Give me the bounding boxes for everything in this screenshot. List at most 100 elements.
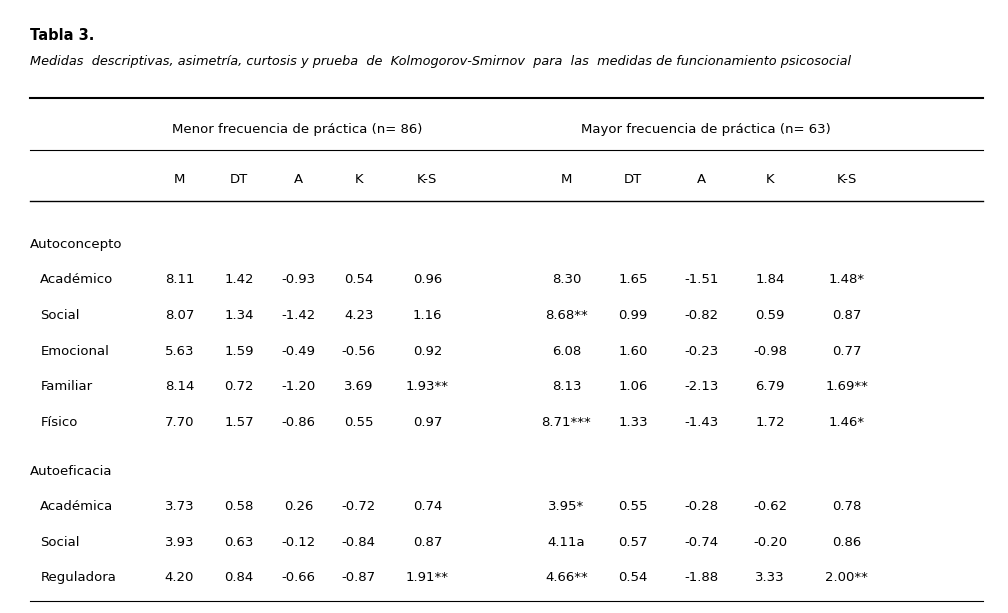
Text: 1.84: 1.84 [755,273,785,286]
Text: Menor frecuencia de práctica (n= 86): Menor frecuencia de práctica (n= 86) [172,123,422,135]
Text: 0.92: 0.92 [412,345,443,357]
Text: K-S: K-S [417,173,437,186]
Text: 0.54: 0.54 [344,273,374,286]
Text: Reguladora: Reguladora [40,571,116,584]
Text: 0.72: 0.72 [224,380,254,393]
Text: -0.87: -0.87 [342,571,376,584]
Text: 0.63: 0.63 [224,536,254,549]
Text: 1.42: 1.42 [224,273,254,286]
Text: -0.56: -0.56 [342,345,376,357]
Text: -0.74: -0.74 [684,536,719,549]
Text: -0.86: -0.86 [281,416,316,428]
Text: Familiar: Familiar [40,380,93,393]
Text: M: M [173,173,185,186]
Text: K: K [355,173,363,186]
Text: -0.72: -0.72 [342,500,376,513]
Text: 0.58: 0.58 [224,500,254,513]
Text: 1.65: 1.65 [618,273,648,286]
Text: 0.78: 0.78 [832,500,862,513]
Text: Social: Social [40,536,80,549]
Text: -0.82: -0.82 [684,309,719,322]
Text: 8.30: 8.30 [551,273,582,286]
Text: Medidas  descriptivas, asimetría, curtosis y prueba  de  Kolmogorov-Smirnov  par: Medidas descriptivas, asimetría, curtosi… [30,55,852,68]
Text: 0.54: 0.54 [618,571,648,584]
Text: 0.74: 0.74 [412,500,443,513]
Text: 8.11: 8.11 [164,273,195,286]
Text: 1.72: 1.72 [755,416,785,428]
Text: A: A [293,173,303,186]
Text: -0.20: -0.20 [753,536,787,549]
Text: -0.98: -0.98 [753,345,787,357]
Text: Mayor frecuencia de práctica (n= 63): Mayor frecuencia de práctica (n= 63) [581,123,831,135]
Text: 3.93: 3.93 [164,536,195,549]
Text: 0.87: 0.87 [832,309,862,322]
Text: 8.07: 8.07 [164,309,195,322]
Text: 3.69: 3.69 [344,380,374,393]
Text: 1.91**: 1.91** [406,571,449,584]
Text: 5.63: 5.63 [164,345,195,357]
Text: 0.99: 0.99 [618,309,648,322]
Text: 1.48*: 1.48* [829,273,865,286]
Text: 0.77: 0.77 [832,345,862,357]
Text: -0.66: -0.66 [281,571,316,584]
Text: Académica: Académica [40,500,114,513]
Text: 0.55: 0.55 [618,500,648,513]
Text: -0.12: -0.12 [281,536,316,549]
Text: DT: DT [230,173,248,186]
Text: 4.66**: 4.66** [545,571,588,584]
Text: 1.69**: 1.69** [826,380,868,393]
Text: 0.86: 0.86 [832,536,862,549]
Text: -1.88: -1.88 [684,571,719,584]
Text: 1.34: 1.34 [224,309,254,322]
Text: -2.13: -2.13 [684,380,719,393]
Text: 8.14: 8.14 [164,380,195,393]
Text: 4.23: 4.23 [344,309,374,322]
Text: 0.97: 0.97 [412,416,443,428]
Text: 4.20: 4.20 [164,571,195,584]
Text: -0.23: -0.23 [684,345,719,357]
Text: 2.00**: 2.00** [826,571,868,584]
Text: 0.59: 0.59 [755,309,785,322]
Text: 1.46*: 1.46* [829,416,865,428]
Text: Autoeficacia: Autoeficacia [30,465,113,478]
Text: -1.43: -1.43 [684,416,719,428]
Text: -0.28: -0.28 [684,500,719,513]
Text: -0.62: -0.62 [753,500,787,513]
Text: K: K [766,173,774,186]
Text: 6.08: 6.08 [551,345,582,357]
Text: Físico: Físico [40,416,78,428]
Text: 6.79: 6.79 [755,380,785,393]
Text: 0.87: 0.87 [412,536,443,549]
Text: -1.20: -1.20 [281,380,316,393]
Text: 8.71***: 8.71*** [541,416,592,428]
Text: 8.13: 8.13 [551,380,582,393]
Text: 1.16: 1.16 [412,309,443,322]
Text: 1.93**: 1.93** [406,380,449,393]
Text: 4.11a: 4.11a [547,536,586,549]
Text: 1.59: 1.59 [224,345,254,357]
Text: A: A [697,173,707,186]
Text: 0.84: 0.84 [224,571,254,584]
Text: -0.84: -0.84 [342,536,376,549]
Text: 7.70: 7.70 [164,416,195,428]
Text: Emocional: Emocional [40,345,109,357]
Text: Tabla 3.: Tabla 3. [30,28,95,42]
Text: 3.33: 3.33 [755,571,785,584]
Text: DT: DT [624,173,642,186]
Text: Académico: Académico [40,273,114,286]
Text: -1.51: -1.51 [684,273,719,286]
Text: 8.68**: 8.68** [545,309,588,322]
Text: 0.26: 0.26 [283,500,313,513]
Text: K-S: K-S [837,173,857,186]
Text: 1.33: 1.33 [618,416,648,428]
Text: -0.49: -0.49 [281,345,316,357]
Text: 1.60: 1.60 [618,345,648,357]
Text: 0.96: 0.96 [412,273,443,286]
Text: -0.93: -0.93 [281,273,316,286]
Text: 0.57: 0.57 [618,536,648,549]
Text: M: M [560,173,573,186]
Text: 1.57: 1.57 [224,416,254,428]
Text: 3.95*: 3.95* [548,500,585,513]
Text: 1.06: 1.06 [618,380,648,393]
Text: Social: Social [40,309,80,322]
